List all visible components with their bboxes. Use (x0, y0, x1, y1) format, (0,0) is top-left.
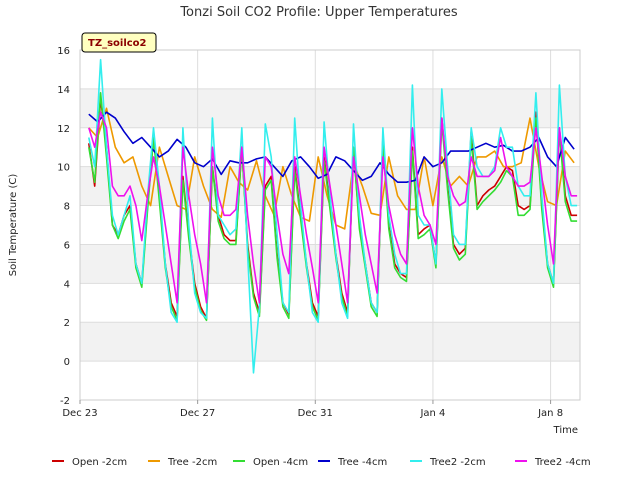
x-tick-label: Jan 4 (419, 408, 445, 419)
plot-background-bands (80, 50, 580, 400)
gridlines (79, 49, 580, 401)
y-tick-label: 14 (57, 85, 70, 96)
x-axis-title: Time (553, 425, 578, 436)
site-badge-label: TZ_soilco2 (88, 38, 147, 49)
y-axis-title: Soil Temperature (C) (8, 174, 19, 277)
x-tick-label: Dec 31 (298, 408, 333, 419)
y-tick-label: 6 (64, 240, 70, 251)
series-line-tree-4cm (88, 111, 575, 183)
legend-label-tree-4cm: Tree -4cm (337, 457, 387, 468)
legend: Open -2cm Tree -2cm Open -4cm Tree -4cm Tree… (52, 457, 591, 468)
plot-band (80, 244, 580, 284)
y-tick-label: 12 (57, 124, 70, 135)
chart-title: Tonzi Soil CO2 Profile: Upper Temperatur… (179, 5, 458, 20)
series-line-tree2-4cm (88, 111, 578, 304)
site-badge-box (81, 32, 157, 53)
y-tick-label: 4 (64, 279, 70, 290)
plot-frame (79, 49, 581, 401)
plot-band (80, 88, 580, 128)
plot-band (80, 283, 580, 323)
x-axis-ticks: Dec 23 Dec 27 Dec 31 Jan 4 Jan 8 (62, 400, 563, 419)
site-badge: TZ_soilco2 (81, 32, 157, 53)
y-tick-label: 16 (57, 46, 70, 57)
y-tick-label: 8 (64, 202, 70, 213)
legend-label-open-4cm: Open -4cm (253, 457, 308, 468)
y-axis-ticks: -2 0 2 4 6 8 10 12 14 16 (57, 46, 70, 407)
x-tick-label: Dec 27 (180, 408, 215, 419)
series-lines (88, 58, 578, 374)
y-tick-label: 2 (64, 318, 70, 329)
y-tick-label: 10 (57, 163, 70, 174)
series-line-tree2-2cm (88, 58, 578, 374)
y-tick-label: -2 (60, 396, 70, 407)
y-tick-label: 0 (64, 357, 70, 368)
plot-band (80, 322, 580, 362)
legend-label-tree-2cm: Tree -2cm (167, 457, 217, 468)
legend-label-open-2cm: Open -2cm (72, 457, 127, 468)
legend-label-tree2-2cm: Tree2 -2cm (429, 457, 486, 468)
x-tick-label: Dec 23 (62, 408, 97, 419)
plot-band (80, 50, 580, 89)
legend-label-tree2-4cm: Tree2 -4cm (534, 457, 591, 468)
x-tick-label: Jan 8 (537, 408, 563, 419)
plot-band (80, 361, 580, 400)
